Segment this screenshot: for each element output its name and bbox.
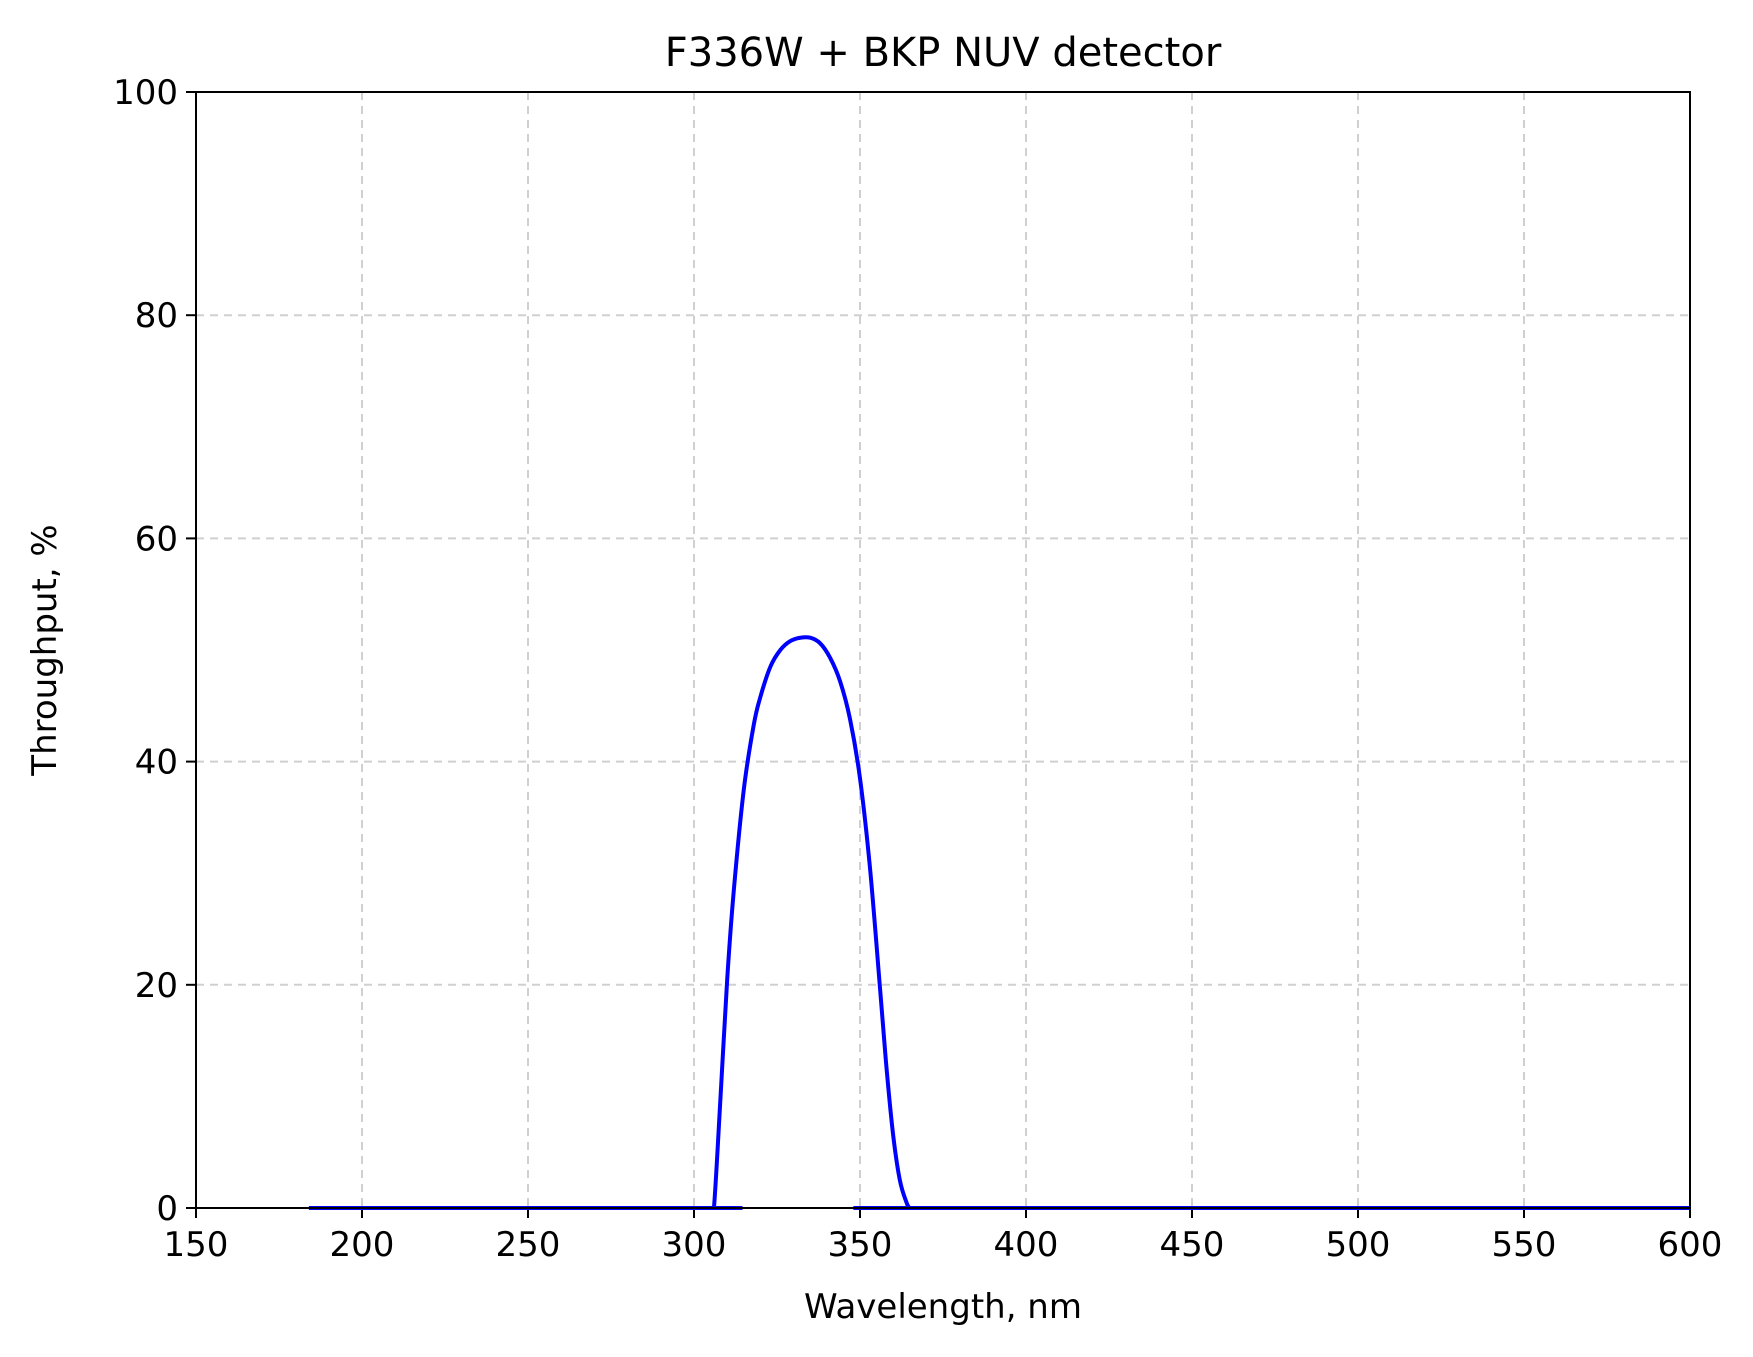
y-tick-label: 40 [135, 743, 178, 783]
y-tick-label: 20 [135, 966, 178, 1006]
x-tick-label: 550 [1492, 1225, 1557, 1265]
x-tick-label: 600 [1658, 1225, 1723, 1265]
y-tick-label: 80 [135, 296, 178, 336]
y-tick-label: 0 [156, 1189, 178, 1229]
y-tick-label: 60 [135, 519, 178, 559]
x-tick-label: 300 [662, 1225, 727, 1265]
x-tick-label: 200 [330, 1225, 395, 1265]
x-tick-label: 500 [1326, 1225, 1391, 1265]
chart-title: F336W + BKP NUV detector [665, 30, 1222, 76]
grid [196, 92, 1690, 1208]
x-tick-label: 400 [994, 1225, 1059, 1265]
series-group [308, 635, 1690, 1211]
x-tick-label: 150 [164, 1225, 229, 1265]
axis-ticks: 150 200 250 300 350 400 450 500 550 600 0 20 40 60 80 1… [113, 73, 1722, 1265]
plot-frame [195, 91, 1691, 1209]
series-line-0 [308, 635, 1690, 1211]
x-tick-label: 350 [828, 1225, 893, 1265]
x-tick-label: 450 [1160, 1225, 1225, 1265]
x-axis-label: Wavelength, nm [804, 1287, 1082, 1327]
y-tick-label: 100 [113, 73, 178, 113]
y-axis-label: Throughput, % [25, 524, 65, 776]
x-tick-label: 250 [496, 1225, 561, 1265]
